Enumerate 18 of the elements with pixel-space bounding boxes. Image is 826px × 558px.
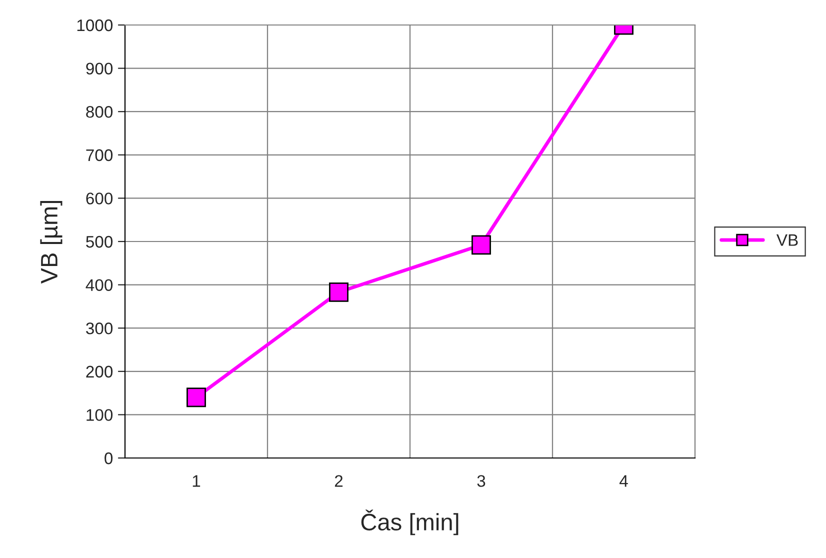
x-tick-label: 4 <box>620 475 628 487</box>
x-tick-label: 3 <box>477 475 486 487</box>
legend-label: VB <box>776 234 798 246</box>
y-tick-label: 500 <box>86 236 113 248</box>
y-tick-label: 900 <box>86 62 113 75</box>
y-tick-label: 0 <box>104 452 113 464</box>
y-tick-label: 700 <box>86 149 113 162</box>
y-tick-label: 400 <box>86 279 113 292</box>
x-tick-label: 1 <box>192 475 200 487</box>
y-tick-label: 100 <box>86 409 113 421</box>
x-tick-label: 2 <box>334 475 343 487</box>
y-axis-title: VB [µm] <box>40 200 62 284</box>
y-tick-label: 1000 <box>77 19 113 32</box>
x-axis-title: Čas [min] <box>361 510 458 536</box>
y-tick-label: 200 <box>86 366 113 378</box>
y-tick-label: 600 <box>86 192 113 204</box>
y-tick-label: 800 <box>86 106 113 118</box>
y-tick-label: 300 <box>86 322 113 334</box>
